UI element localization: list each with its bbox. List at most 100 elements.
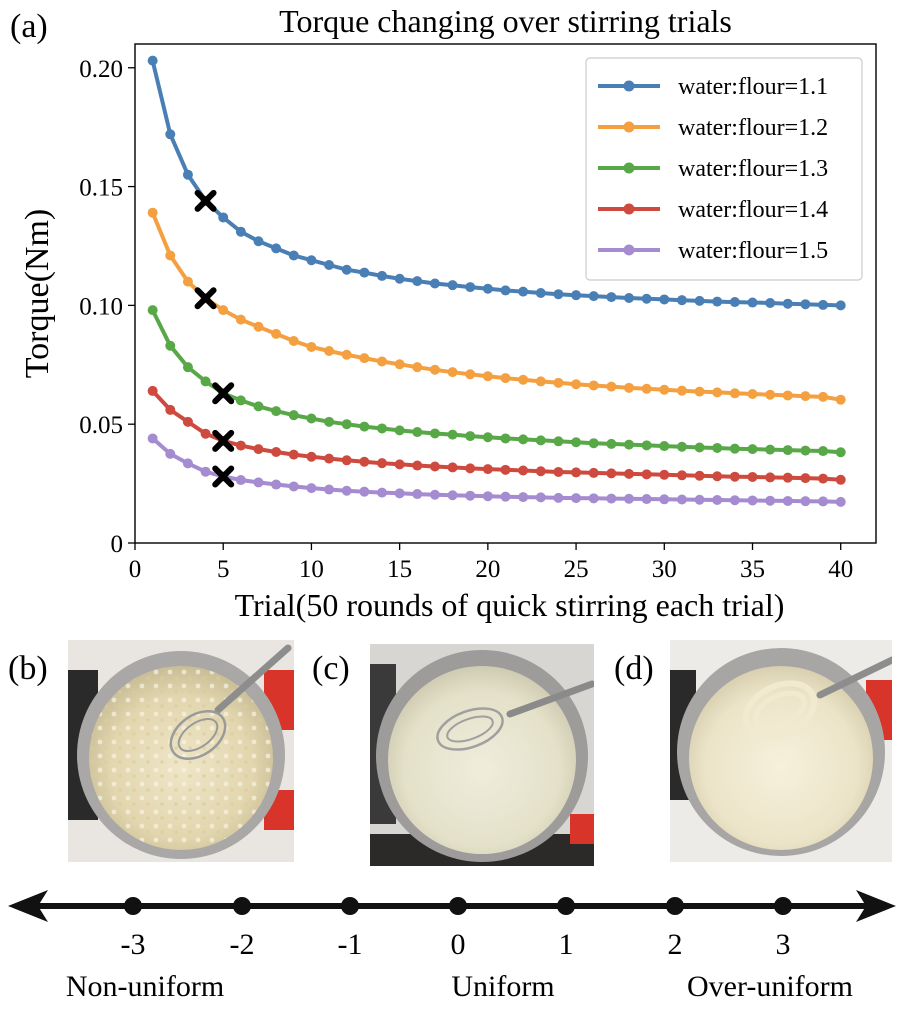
data-point [147,55,158,66]
data-point [553,492,564,503]
data-point [271,406,282,417]
data-point [800,496,811,507]
data-point [165,448,176,459]
data-point [465,369,476,380]
data-point [553,436,564,447]
data-point [588,438,599,449]
data-point [659,494,670,505]
data-point [253,321,264,332]
data-point [676,494,687,505]
legend-entry: water:flour=1.1 [678,74,828,100]
threshold-x-marker [212,465,235,488]
legend-swatch-marker [623,203,635,215]
data-point [412,489,423,500]
data-point [712,494,723,505]
data-point [324,484,335,495]
threshold-x-marker [212,429,235,452]
data-point [835,300,846,311]
data-point [818,473,829,484]
data-point [306,483,317,494]
data-point [429,364,440,375]
data-point [429,428,440,439]
data-point [676,295,687,306]
y-tick-label: 0.20 [79,56,123,83]
data-point [482,283,493,294]
data-point [147,433,158,444]
data-point [729,297,740,308]
data-point [377,423,387,434]
data-point [535,466,546,477]
data-point [429,489,440,500]
data-point [182,169,193,180]
series-line-2 [150,211,842,402]
data-point [835,394,846,405]
y-tick-label: 0.15 [79,175,123,202]
data-point [624,468,634,479]
data-point [835,447,846,458]
data-point [324,259,335,270]
data-point [782,495,793,506]
data-point [182,362,193,373]
data-point [165,404,176,415]
scale-tick-label: 1 [558,928,574,961]
data-point [818,299,829,310]
data-point [800,299,811,310]
x-tick-label: 30 [652,556,677,583]
x-tick-label: 35 [740,556,765,583]
data-point [641,469,652,480]
data-point [588,493,599,504]
data-point [412,427,423,438]
scale-point [557,897,575,915]
data-point [500,285,511,296]
data-point [253,401,264,412]
data-point [729,443,740,454]
data-point [588,467,599,478]
scale-right-arrowhead [856,890,896,922]
data-point [712,442,723,453]
data-point [465,282,476,293]
data-point [182,458,193,469]
data-point [835,474,846,485]
data-point [271,446,282,457]
data-point [765,495,776,506]
data-point [535,288,546,299]
panel-label-b: (b) [8,650,48,687]
threshold-x-marker [194,189,217,212]
data-point [694,295,705,306]
data-point [553,377,564,388]
series-line-4 [151,389,841,482]
y-tick-label: 0.05 [79,412,123,439]
scale-label-uniform: Uniform [451,970,555,1003]
scale-tick-label: 0 [450,928,466,961]
data-point [782,472,793,483]
data-point [676,441,687,452]
data-point [571,437,582,448]
data-point [482,371,493,382]
data-point [200,428,211,439]
data-point [712,387,723,398]
data-point [835,496,846,507]
data-point [624,493,634,504]
data-point [377,487,387,498]
data-point [782,390,793,401]
data-point [800,473,811,484]
scale-label-non-uniform: Non-uniform [65,970,225,1003]
data-point [659,294,670,305]
legend-entry: water:flour=1.5 [678,238,828,264]
data-point [694,442,705,453]
data-point [553,466,564,477]
data-point [447,280,458,291]
legend-swatch-marker [623,244,635,256]
chart-title: Torque changing over stirring trials [279,3,732,39]
data-point [288,410,299,421]
data-point [447,490,458,501]
data-point [271,328,282,339]
data-point [359,421,370,432]
data-point [624,382,634,393]
data-point [235,314,246,325]
x-tick-label: 15 [387,556,412,583]
data-point [500,433,511,444]
data-point [747,471,758,482]
scale-tick-label: 2 [667,928,683,961]
data-point [412,362,423,373]
